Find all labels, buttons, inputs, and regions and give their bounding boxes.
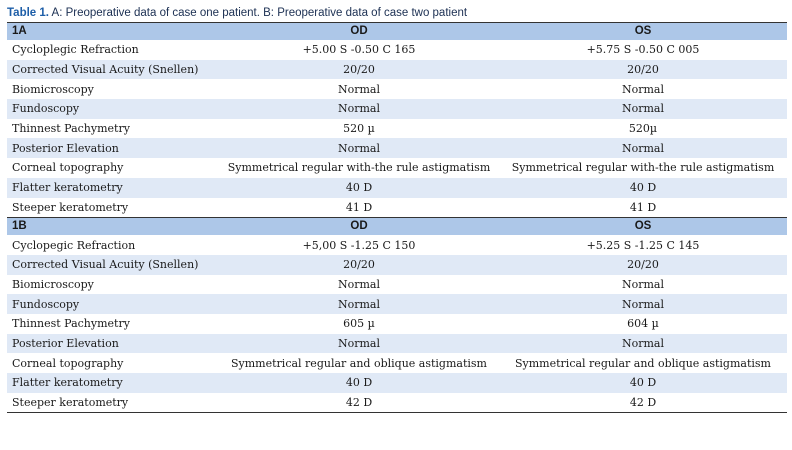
table-row: Fundoscopy Normal Normal: [7, 99, 787, 119]
os-value: 20/20: [499, 254, 787, 275]
row-label: Cycloplegic Refraction: [12, 43, 139, 57]
os-value: 520µ: [628, 122, 658, 136]
section-1a: 1A OD OS Cycloplegic Refraction +5.00 S -…: [7, 22, 787, 219]
section-label: 1B: [7, 217, 219, 236]
section-header-row: 1B OD OS: [7, 217, 787, 236]
table-row: Flatter keratometry 40 D 40 D: [7, 177, 787, 198]
preoperative-data-table: 1A OD OS Cycloplegic Refraction +5.00 S -…: [7, 22, 787, 414]
od-value: Normal: [219, 294, 499, 314]
os-value: +5.75 S -0.50 C 005: [586, 43, 700, 57]
row-label: Steeper keratometry: [7, 197, 219, 219]
row-label: Fundoscopy: [7, 294, 219, 314]
table-row: Cyclopegic Refraction +5,00 S -1.25 C 150…: [7, 235, 787, 255]
od-value: 20/20: [219, 59, 499, 80]
row-label: Biomicroscopy: [12, 82, 94, 96]
column-header-os: OS: [499, 22, 787, 40]
os-value: Normal: [499, 333, 787, 354]
table-row: Biomicroscopy Normal Normal: [7, 275, 787, 295]
row-label: Corneal topography: [12, 356, 124, 370]
row-label: Fundoscopy: [7, 99, 219, 119]
row-label: Corrected Visual Acuity (Snellen): [7, 254, 219, 275]
os-value: 41 D: [499, 197, 787, 219]
row-label: Posterior Elevation: [7, 333, 219, 354]
table-row: Fundoscopy Normal Normal: [7, 294, 787, 314]
os-value: Symmetrical regular with-the rule astigm…: [511, 161, 775, 175]
table-row: Corneal topography Symmetrical regular wi…: [7, 158, 787, 178]
table-figure: Table 1. A: Preoperative data of case on…: [7, 5, 787, 414]
od-value: 520 µ: [343, 122, 375, 136]
od-value: 40 D: [219, 177, 499, 198]
table-row: Steeper keratometry 42 D 42 D: [7, 392, 787, 414]
table-row: Corrected Visual Acuity (Snellen) 20/20 20…: [7, 59, 787, 80]
os-value: +5.25 S -1.25 C 145: [586, 238, 700, 252]
table-row: Thinnest Pachymetry 605 µ 604 µ: [7, 314, 787, 334]
os-value: Normal: [499, 99, 787, 119]
od-value: 605 µ: [343, 317, 375, 331]
od-value: Normal: [219, 333, 499, 354]
od-value: 42 D: [219, 392, 499, 414]
section-header-row: 1A OD OS: [7, 22, 787, 40]
table-row: Biomicroscopy Normal Normal: [7, 79, 787, 99]
os-value: 20/20: [499, 59, 787, 80]
os-value: Normal: [621, 277, 664, 291]
os-value: 42 D: [499, 392, 787, 414]
caption-label: Table 1.: [7, 7, 49, 19]
column-header-od: OD: [219, 217, 499, 236]
row-label: Steeper keratometry: [7, 392, 219, 414]
column-header-od: OD: [219, 22, 499, 40]
os-value: Normal: [499, 138, 787, 159]
od-value: Symmetrical regular with-the rule astigm…: [227, 161, 491, 175]
row-label: Flatter keratometry: [7, 177, 219, 198]
table-caption: Table 1. A: Preoperative data of case on…: [7, 5, 787, 22]
caption-text: A: Preoperative data of case one patient…: [48, 7, 468, 19]
od-value: 20/20: [219, 254, 499, 275]
row-label: Biomicroscopy: [12, 277, 94, 291]
section-1b: 1B OD OS Cyclopegic Refraction +5,00 S -1…: [7, 217, 787, 414]
od-value: 41 D: [219, 197, 499, 219]
od-value: Normal: [337, 82, 380, 96]
table-row: Flatter keratometry 40 D 40 D: [7, 373, 787, 393]
od-value: +5,00 S -1.25 C 150: [302, 238, 416, 252]
od-value: Symmetrical regular and oblique astigmat…: [231, 356, 487, 370]
od-value: +5.00 S -0.50 C 165: [302, 43, 416, 57]
row-label: Corneal topography: [12, 161, 124, 175]
row-label: Posterior Elevation: [7, 138, 219, 159]
os-value: Symmetrical regular and oblique astigmat…: [515, 356, 771, 370]
table-row: Cycloplegic Refraction +5.00 S -0.50 C 16…: [7, 40, 787, 60]
row-label: Thinnest Pachymetry: [12, 317, 130, 331]
row-label: Cyclopegic Refraction: [12, 238, 136, 252]
od-value: Normal: [219, 138, 499, 159]
table-row: Posterior Elevation Normal Normal: [7, 138, 787, 159]
table-row: Corneal topography Symmetrical regular an…: [7, 353, 787, 373]
os-value: Normal: [621, 82, 664, 96]
os-value: Normal: [499, 294, 787, 314]
os-value: 40 D: [499, 373, 787, 393]
row-label: Thinnest Pachymetry: [12, 122, 130, 136]
os-value: 40 D: [499, 177, 787, 198]
table-row: Thinnest Pachymetry 520 µ 520µ: [7, 119, 787, 139]
od-value: 40 D: [219, 373, 499, 393]
od-value: Normal: [337, 277, 380, 291]
table-row: Posterior Elevation Normal Normal: [7, 333, 787, 354]
table-row: Steeper keratometry 41 D 41 D: [7, 197, 787, 219]
column-header-os: OS: [499, 217, 787, 236]
section-label: 1A: [7, 22, 219, 40]
od-value: Normal: [219, 99, 499, 119]
table-row: Corrected Visual Acuity (Snellen) 20/20 20…: [7, 254, 787, 275]
os-value: 604 µ: [627, 317, 659, 331]
row-label: Flatter keratometry: [7, 373, 219, 393]
row-label: Corrected Visual Acuity (Snellen): [7, 59, 219, 80]
